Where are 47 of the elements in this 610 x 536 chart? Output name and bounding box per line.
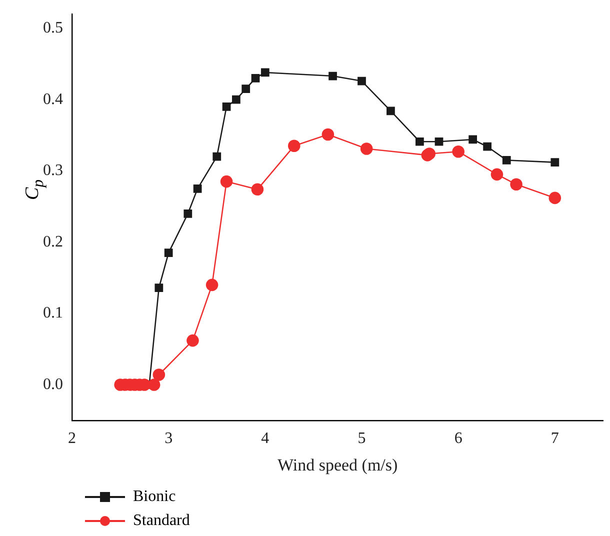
- y-tick-label: 0.0: [43, 376, 63, 393]
- point: [468, 135, 477, 144]
- x-tick-label: 4: [261, 430, 270, 448]
- point: [154, 284, 164, 292]
- point: [434, 137, 444, 146]
- y-tick-label: 0.4: [43, 90, 63, 108]
- point: [184, 209, 192, 218]
- x-tick-label: 7: [550, 430, 559, 448]
- point: [251, 74, 260, 82]
- point: [222, 102, 231, 111]
- point: [164, 248, 173, 258]
- point: [242, 84, 250, 94]
- point: [322, 128, 334, 141]
- point: [186, 334, 199, 347]
- point: [232, 95, 240, 104]
- point: [452, 145, 464, 158]
- x-axis-title: Wind speed (m/s): [278, 455, 398, 474]
- point: [502, 156, 511, 164]
- point: [220, 175, 233, 188]
- point: [360, 142, 373, 155]
- x-tick-label: 6: [454, 430, 462, 448]
- point: [288, 140, 300, 152]
- point: [148, 378, 160, 391]
- point: [548, 192, 562, 204]
- point: [260, 68, 270, 77]
- point: [386, 106, 395, 116]
- point: [251, 183, 264, 196]
- point: [483, 142, 492, 151]
- y-tick-label: 0.5: [43, 19, 63, 36]
- legend-label: Standard: [133, 512, 190, 530]
- y-tick-label: 0.1: [43, 304, 63, 322]
- point: [510, 178, 522, 191]
- x-tick-label: 2: [68, 430, 76, 448]
- legend-label: Bionic: [133, 488, 176, 506]
- point: [206, 278, 218, 292]
- point: [152, 368, 166, 381]
- y-tick-label: 0.3: [43, 162, 63, 180]
- point: [328, 72, 337, 80]
- point: [416, 137, 424, 146]
- x-tick-label: 5: [358, 430, 366, 448]
- point: [550, 158, 560, 166]
- x-tick-label: 3: [164, 430, 173, 448]
- y-tick-label: 0.2: [43, 233, 63, 250]
- point: [193, 184, 202, 193]
- point: [490, 168, 504, 181]
- point: [358, 76, 366, 86]
- point: [212, 152, 222, 161]
